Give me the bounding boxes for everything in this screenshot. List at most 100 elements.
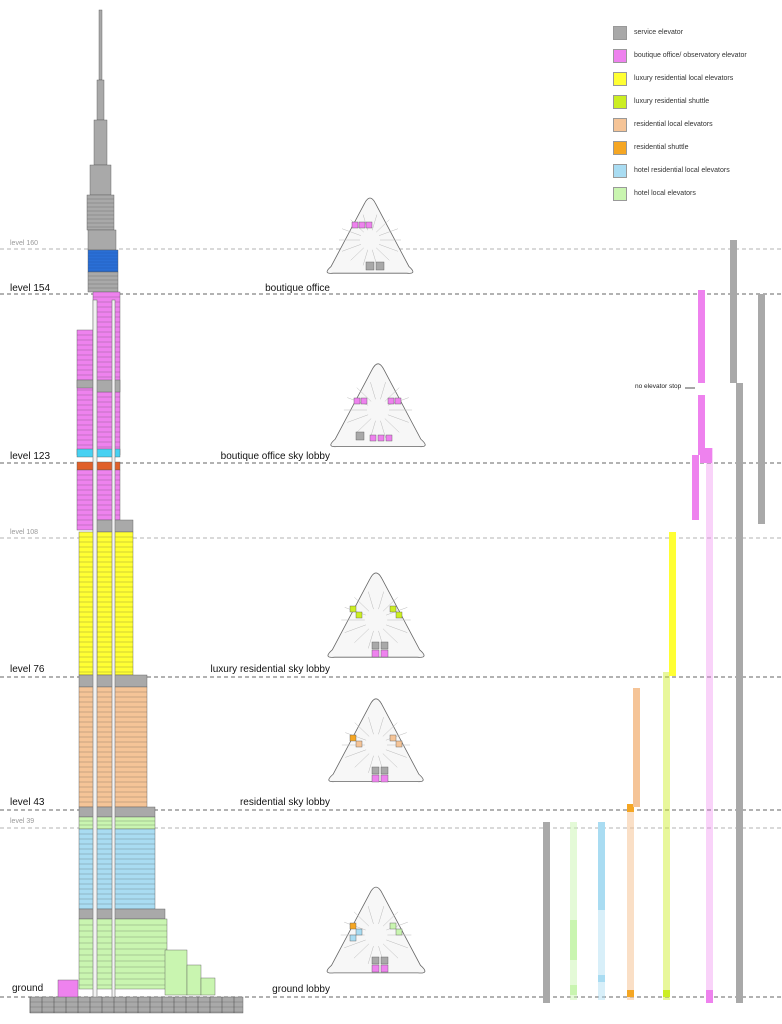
level-123-label: level 123 [10,451,51,462]
plan-elevator-core [358,221,366,229]
elevator-run-service-upper [758,294,765,524]
plan-elevator-core [395,611,403,619]
plan-elevator-core [371,956,380,965]
plan-elevator-core [389,605,397,613]
legend-swatch [613,187,627,201]
plan-detail-line [353,911,370,927]
plan-detail-line [344,939,366,949]
legend-text: hotel residential local elevators [634,167,730,174]
plan-detail-line [386,939,408,949]
plan-elevator-core [365,261,375,271]
elevator-run-luxury-shuttle-stop [663,990,670,997]
plan-detail-line [347,414,369,423]
plan-detail-line [385,732,407,741]
floor-plan-luxury-sky-lobby [327,572,425,658]
plan-detail-line [380,420,386,438]
plan-detail-line [384,387,400,402]
legend-item-residential-shuttle: residential shuttle [613,141,778,164]
plan-elevator-core [377,434,385,442]
elevator-run-hotel-local-zone [570,920,577,960]
plan-detail-line [370,382,376,400]
plan-elevator-core [353,397,361,405]
legend-swatch [613,72,627,86]
tower-top-section [86,194,115,231]
plan-elevator-core [380,956,389,965]
plan-elevator-core [380,649,389,658]
legend-swatch [613,141,627,155]
plan-detail-line [367,946,374,964]
floor-plan-boutique-sky-lobby [330,363,426,448]
plan-detail-line [384,418,400,433]
elevator-run-sky-lobby-stop [700,448,712,463]
floor-plan-ground-lobby [326,886,426,974]
plan-detail-line [382,722,398,737]
central-spine [92,299,98,1001]
plan-detail-line [382,943,399,959]
plan-detail-line [368,630,374,649]
floor-plan-outline [326,197,414,274]
plan-detail-line [356,418,372,433]
boutique-office-label: boutique office [265,283,330,294]
elevator-run-hotel-local [570,822,577,1000]
plan-detail-line [367,906,374,924]
plan-elevator-core [355,928,363,936]
legend-swatch [613,164,627,178]
legend-text: residential shuttle [634,144,689,151]
plan-elevator-core [385,434,393,442]
plan-elevator-core [371,964,380,973]
legend-item-hotel-residential: hotel residential local elevators [613,164,778,187]
podium-step [186,964,202,996]
legend: service elevator boutique office/ observ… [613,26,778,210]
plan-elevator-core [349,934,357,942]
floor-plan-boutique-office [326,197,414,274]
plan-elevator-core [380,641,389,650]
legend-text: boutique office/ observatory elevator [634,52,747,59]
tower-top-section [89,164,112,196]
floor-plan-outline [326,886,426,974]
podium-step [164,949,188,996]
plan-detail-line [378,906,385,924]
elevator-run-hotel-residential [598,822,605,1000]
plan-detail-line [371,214,378,231]
plan-elevator-core [389,922,397,930]
mechanical-floor [78,908,166,920]
elevator-run-boutique-upper [698,290,705,383]
level-76-label: level 76 [10,664,45,675]
legend-swatch [613,26,627,40]
elevator-run-hotel-residential-zone [598,822,605,910]
plan-elevator-core [380,774,389,783]
plan-elevator-core [371,649,380,658]
elevator-run-service-low [543,822,550,1003]
hotel-band [78,816,156,830]
plan-elevator-core [371,774,380,783]
hotel-core [94,918,168,990]
plan-elevator-core [369,434,377,442]
elevator-run-service-full [736,383,743,1003]
plan-detail-line [341,244,362,252]
level-154-label: level 154 [10,283,51,294]
mechanical-floor [76,379,94,389]
level-39-label: level 39 [10,818,35,825]
floor-plan-outline [327,572,425,658]
plan-detail-line [376,219,390,233]
spire [98,9,103,81]
plan-detail-line [382,628,398,643]
central-spine [111,299,116,1001]
plan-detail-line [387,414,409,423]
level-160-label: level 160 [10,240,39,247]
legend-text: service elevator [634,29,684,36]
plan-detail-line [344,624,366,633]
elevator-run-residential-shuttle-stop [627,804,634,812]
plan-detail-line [354,597,370,612]
plan-elevator-core [349,734,357,742]
legend-item-luxury-shuttle: luxury residential shuttle [613,95,778,118]
elevator-run-boutique-mid [698,395,705,455]
plan-elevator-core [389,734,397,742]
floor-plan-outline [328,698,424,783]
ground-lobby-label: ground lobby [272,984,330,995]
legend-item-service: service elevator [613,26,778,49]
plan-detail-line [382,911,399,927]
hotel-wing [78,918,96,990]
legend-item-residential-local: residential local elevators [613,118,778,141]
spire-upper [96,79,105,121]
